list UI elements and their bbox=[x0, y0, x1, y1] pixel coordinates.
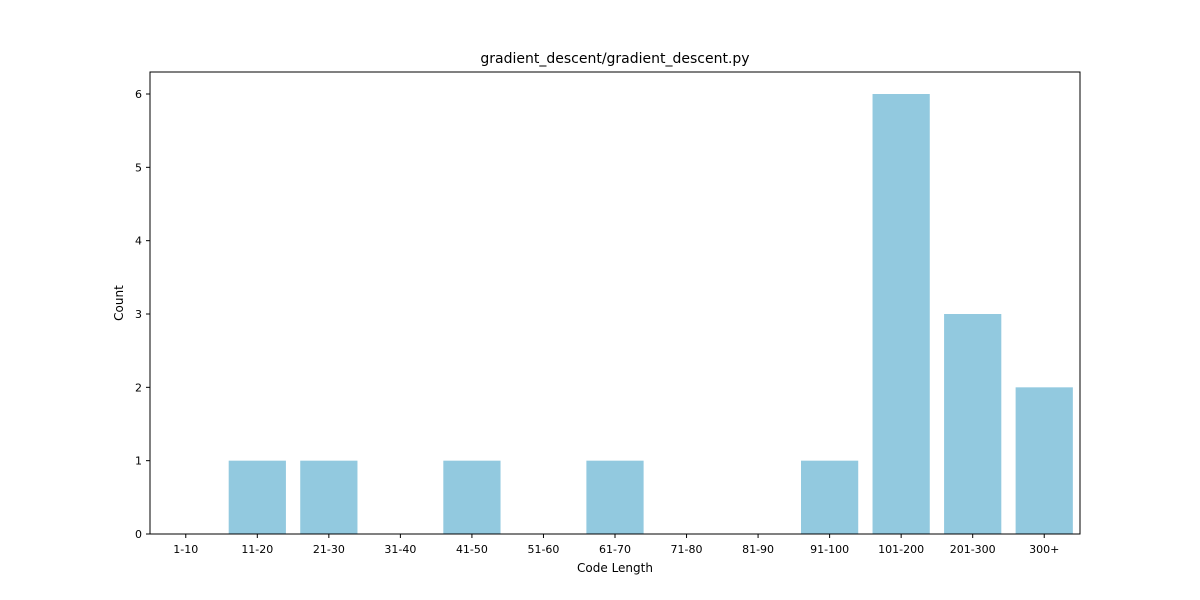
bar-21-30 bbox=[300, 460, 358, 534]
bar-41-50 bbox=[443, 460, 501, 534]
x-tick-label: 201-300 bbox=[950, 543, 996, 556]
bar-91-100 bbox=[801, 460, 859, 534]
y-tick-label: 5 bbox=[135, 161, 142, 174]
x-tick-label: 1-10 bbox=[173, 543, 198, 556]
bar-300+ bbox=[1015, 387, 1073, 534]
x-tick-label: 91-100 bbox=[810, 543, 849, 556]
x-tick-label: 101-200 bbox=[878, 543, 924, 556]
y-tick-label: 2 bbox=[135, 381, 142, 394]
x-tick-label: 61-70 bbox=[599, 543, 631, 556]
y-tick-label: 0 bbox=[135, 528, 142, 541]
y-tick-label: 6 bbox=[135, 88, 142, 101]
bars-group bbox=[228, 94, 1073, 534]
x-tick-label: 11-20 bbox=[241, 543, 273, 556]
chart-title: gradient_descent/gradient_descent.py bbox=[480, 51, 749, 67]
bar-61-70 bbox=[586, 460, 644, 534]
x-tick-label: 41-50 bbox=[456, 543, 488, 556]
y-tick-label: 1 bbox=[135, 455, 142, 468]
y-axis-title: Count bbox=[112, 285, 126, 321]
x-axis-title: Code Length bbox=[577, 561, 653, 575]
x-tick-label: 81-90 bbox=[742, 543, 774, 556]
bar-11-20 bbox=[228, 460, 286, 534]
x-tick-label: 71-80 bbox=[671, 543, 703, 556]
y-tick-label: 3 bbox=[135, 308, 142, 321]
x-tick-label: 21-30 bbox=[313, 543, 345, 556]
x-tick-label: 51-60 bbox=[527, 543, 559, 556]
x-axis: 1-10 11-20 21-30 31-40 41-50 51-60 61-70 71-80 8… bbox=[173, 534, 1059, 556]
x-tick-label: 300+ bbox=[1029, 543, 1059, 556]
y-tick-label: 4 bbox=[135, 235, 142, 248]
bar-101-200 bbox=[872, 94, 930, 534]
bar-201-300 bbox=[944, 314, 1002, 534]
y-axis: 0 1 2 3 4 5 6 bbox=[135, 88, 150, 541]
x-tick-label: 31-40 bbox=[384, 543, 416, 556]
